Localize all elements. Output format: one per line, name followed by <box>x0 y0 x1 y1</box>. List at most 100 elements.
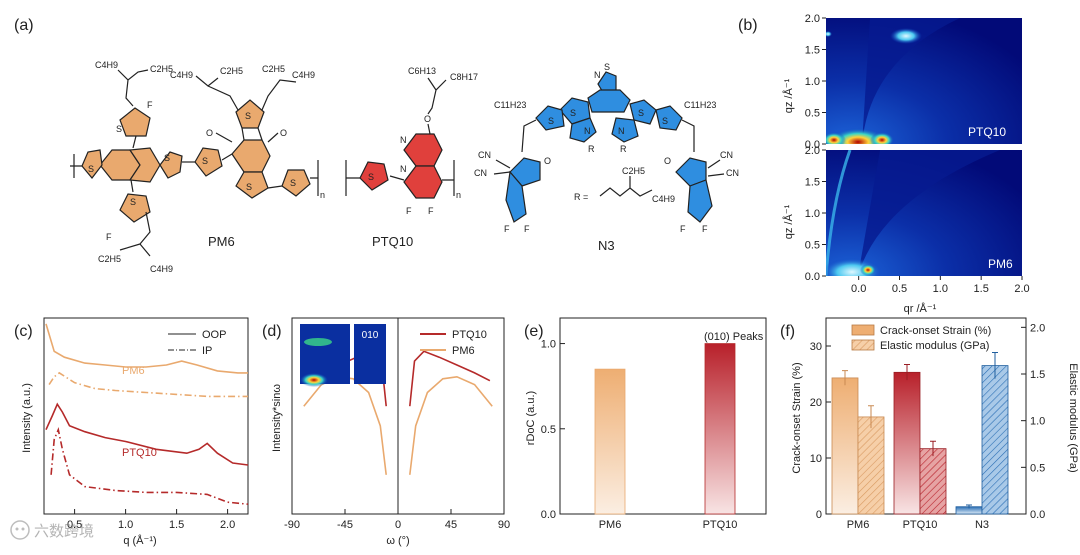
panel-b: (b) PTQ10 PM6 qz /Å⁻¹ qz /Å⁻ <box>738 13 1030 315</box>
pm6-f-top: F <box>147 100 153 110</box>
n3-f-a: F <box>504 224 510 234</box>
panel-f-ytick-left-label: 0 <box>816 509 822 521</box>
panel-c-legend-oop: OOP <box>202 329 226 341</box>
n3-s-a: S <box>570 108 576 118</box>
n3-f-b: F <box>524 224 530 234</box>
n3-cn-c: CN <box>720 150 733 160</box>
panel-b-xlabel: qr /Å⁻¹ <box>904 302 937 315</box>
panel-b-ylabel-top: qz /Å⁻¹ <box>782 78 795 113</box>
n3-structure: N S S S S S N N R R C11H23 C11H23 O O <box>474 62 739 253</box>
giwaxs-label-pm6: PM6 <box>988 257 1013 271</box>
ptq10-structure: C6H13 C8H17 O N N F F S n PTQ10 <box>345 66 478 249</box>
n3-s-b: S <box>638 108 644 118</box>
panel-d-series-ptq10-right <box>409 350 491 407</box>
panel-b-ytick-label: 0.5 <box>805 240 820 252</box>
panel-d-xtick-label: -45 <box>337 519 353 531</box>
panel-f-errorbar-strain <box>904 363 910 381</box>
n3-s-d: S <box>662 116 668 126</box>
panel-f-ytick-right-label: 1.0 <box>1030 416 1045 428</box>
n3-r-c4h9: C4H9 <box>652 194 675 204</box>
n3-c11h23-b: C11H23 <box>684 100 716 110</box>
panel-c-plot: 0.5 1.0 1.5 2.0 <box>45 323 249 531</box>
panel-b-ytick-label: 1.0 <box>805 76 820 88</box>
ptq10-repeat-n: n <box>456 190 461 200</box>
n3-r-b: R <box>620 144 627 154</box>
ptq10-c6h13: C6H13 <box>408 66 436 76</box>
panel-f-bar-modulus-ptq10 <box>919 448 947 515</box>
panel-c-label-pm6: PM6 <box>122 365 145 377</box>
n3-n-b: N <box>584 126 591 136</box>
pm6-s-b: S <box>88 164 94 174</box>
pm6-s-a: S <box>116 124 122 134</box>
panel-d: (d) -90 -45 0 45 90 010 Intensity*sinω ω (°)… <box>262 317 510 547</box>
ptq10-o: O <box>424 114 431 124</box>
panel-f-ylabel-right: Elastic modulus (GPa) <box>1067 363 1079 472</box>
panel-d-inset-label: 010 <box>362 330 379 341</box>
panel-d-xtick-label: 45 <box>445 519 457 531</box>
panel-f-ytick-right-label: 0.0 <box>1030 509 1045 521</box>
panel-b-ytick-label: 1.0 <box>805 208 820 220</box>
n3-s-c: S <box>548 116 554 126</box>
n3-s-core: S <box>604 62 610 72</box>
panel-c-series-ptq10-oop <box>45 402 249 466</box>
panel-c-label: (c) <box>14 323 33 340</box>
pm6-s-e: S <box>202 156 208 166</box>
panel-b-label: (b) <box>738 17 758 34</box>
panel-d-label: (d) <box>262 323 282 340</box>
panel-a-label: (a) <box>14 17 34 34</box>
panel-c-xlabel: q (Å⁻¹) <box>123 534 156 547</box>
n3-c11h23-a: C11H23 <box>494 100 526 110</box>
panel-f-errorbar-strain <box>966 504 972 509</box>
giwaxs-image-pm6: PM6 <box>826 150 1022 276</box>
panel-b-ytick-label: 1.5 <box>805 45 820 57</box>
giwaxs-label-ptq10: PTQ10 <box>968 125 1006 139</box>
panel-e-ylabel: rDoC (a.u.) <box>525 391 537 445</box>
panel-e: (e) (010) Peaks PM6 PTQ10 0.0 0.5 1.0 rDoC (… <box>524 317 767 531</box>
n3-name: N3 <box>598 238 615 253</box>
watermark-text: 六数跨境 <box>34 522 94 540</box>
panel-c-xtick-label: 1.5 <box>169 519 184 531</box>
n3-n-c: N <box>618 126 625 136</box>
panel-e-plot: PM6 PTQ10 0.0 0.5 1.0 <box>541 339 738 531</box>
giwaxs-image-ptq10: PTQ10 <box>826 18 1022 144</box>
panel-d-xtick-label: -90 <box>284 519 300 531</box>
pm6-repeat-n: n <box>320 190 325 200</box>
pm6-c4h9-d: C4H9 <box>292 70 315 80</box>
panel-f-xtick-label: PTQ10 <box>903 519 938 531</box>
panel-b-xtick-label: 1.5 <box>974 283 989 295</box>
pm6-s-g: S <box>246 182 252 192</box>
panel-b-ytick-label: 2.0 <box>805 145 820 157</box>
pm6-s-c: S <box>164 153 170 163</box>
pm6-c2h5-b: C2H5 <box>98 254 121 264</box>
ptq10-n-a: N <box>400 135 407 145</box>
pm6-c2h5-d: C2H5 <box>262 64 285 74</box>
panel-e-xtick-label: PM6 <box>599 519 622 531</box>
panel-f-bar-strain-pm6 <box>831 377 859 515</box>
n3-n-a: N <box>594 70 601 80</box>
n3-o-a: O <box>544 156 551 166</box>
panel-e-label: (e) <box>524 323 544 340</box>
panel-f-ytick-right-label: 1.5 <box>1030 369 1045 381</box>
panel-f-ytick-left-label: 30 <box>810 341 822 353</box>
ptq10-n-b: N <box>400 164 407 174</box>
panel-e-xtick-label: PTQ10 <box>703 519 738 531</box>
panel-f-ylabel-left: Crack-onset Strain (%) <box>791 362 803 473</box>
pm6-c2h5-c: C2H5 <box>220 66 243 76</box>
n3-cn-b: CN <box>474 168 487 178</box>
pm6-c2h5-a: C2H5 <box>150 64 173 74</box>
pm6-s-f: S <box>245 111 251 121</box>
panel-e-ytick-label: 0.0 <box>541 509 556 521</box>
panel-f-plot: PM6 PTQ10 N3 0 10 20 30 0.0 0.5 1.0 1.5 2.0 <box>810 322 1046 531</box>
panel-f-ytick-right-label: 0.5 <box>1030 462 1045 474</box>
watermark: 六数跨境 <box>10 520 94 540</box>
panel-d-xlabel: ω (°) <box>386 535 409 547</box>
pm6-s-h: S <box>290 178 296 188</box>
panel-c-xtick-label: 1.0 <box>118 519 133 531</box>
panel-d-ylabel: Intensity*sinω <box>271 384 283 452</box>
panel-d-xtick-label: 0 <box>395 519 401 531</box>
panel-e-bar-pm6 <box>594 368 626 515</box>
panel-c-series-ptq10-ip <box>50 427 249 505</box>
panel-b-ytick-label: 2.0 <box>805 13 820 25</box>
panel-f-errorbar-modulus <box>992 352 998 379</box>
